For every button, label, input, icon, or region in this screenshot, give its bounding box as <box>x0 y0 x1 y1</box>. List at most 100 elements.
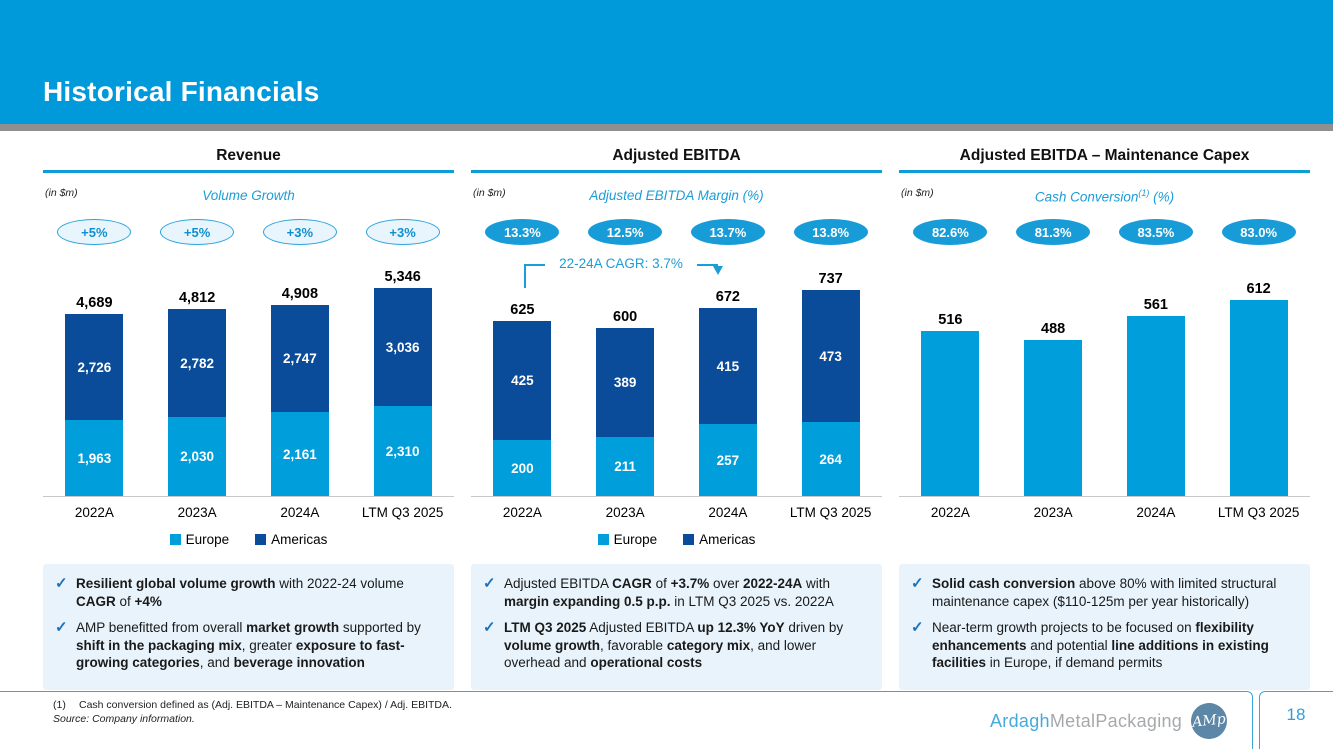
metric-badge: +3% <box>262 219 337 245</box>
legend-swatch <box>169 533 181 545</box>
x-tick-label: 2022A <box>74 505 114 520</box>
checkmark-icon: ✓ <box>483 619 496 637</box>
legend-swatch <box>683 533 695 545</box>
unit-label: (in $m) <box>473 187 506 199</box>
bar-total-label: 612 <box>1246 281 1271 297</box>
x-axis <box>43 496 454 497</box>
header-divider <box>0 124 1333 131</box>
metric-badge: 83.0% <box>1221 219 1296 245</box>
legend-item-europe: Europe <box>169 530 229 548</box>
section-title-capex: Adjusted EBITDA – Maintenance Capex <box>959 147 1250 164</box>
bar-group: 5,346 3,036 2,310 <box>351 269 454 496</box>
unit-label: (in $m) <box>45 187 78 199</box>
segment-value-label: 415 <box>716 358 740 374</box>
bar: 2,782 2,030 <box>168 309 227 496</box>
bar-group: 4,812 2,782 2,030 <box>146 278 249 496</box>
chart-legend: Europe Americas <box>471 530 882 548</box>
cagr-label: 22-24A CAGR: 3.7% <box>544 256 698 272</box>
note-bullet: ✓ AMP benefitted from overall market grow… <box>53 619 442 672</box>
segment-value-label: 257 <box>716 452 740 468</box>
bar-group: 737 473 264 <box>779 271 882 496</box>
segment-value-label: 200 <box>511 460 534 476</box>
bar-segment-europe: 257 <box>698 424 757 496</box>
bar-group: 612 <box>1207 278 1310 496</box>
bar-group: 488 <box>1002 278 1105 496</box>
note-text: Resilient global volume growth with 2022… <box>76 576 404 609</box>
bar-segment-americas: 3,036 <box>373 288 432 406</box>
slide-title: Historical Financials <box>43 76 320 107</box>
legend-item-americas: Americas <box>683 530 755 548</box>
note-text: LTM Q3 2025 Adjusted EBITDA up 12.3% YoY… <box>504 620 844 671</box>
metric-badge: 82.6% <box>913 219 988 245</box>
segment-value-label: 389 <box>613 375 637 390</box>
bar-segment-europe: 200 <box>493 440 552 496</box>
ebitda-margin-badges: 13.3% 12.5% 13.7% 13.8% <box>471 218 882 246</box>
checkmark-icon: ✓ <box>911 575 924 592</box>
bar-total-label: 672 <box>715 289 740 305</box>
bar-segment-europe: 211 <box>596 437 655 496</box>
chart-meta: (in $m) Cash Conversion(1) (%) <box>899 181 1310 213</box>
title-underline <box>43 170 454 173</box>
x-axis-labels: 2022A 2023A 2024A LTM Q3 2025 <box>471 505 882 522</box>
metric-badge: 13.8% <box>793 219 868 245</box>
section-title-ebitda: Adjusted EBITDA <box>612 147 741 164</box>
unit-label: (in $m) <box>901 187 934 199</box>
metric-badge: 12.5% <box>588 219 663 245</box>
ebitda-notes: ✓ Adjusted EBITDA CAGR of +3.7% over 2022… <box>471 564 882 690</box>
bar-total-label: 516 <box>938 312 963 328</box>
bar-segment-adjusted-ebitda-less-maintenance-capex <box>1024 340 1083 496</box>
bar-segment-americas: 2,782 <box>168 309 227 417</box>
x-tick-label: 2024A <box>1136 505 1176 520</box>
bar-segment-americas: 473 <box>801 290 860 422</box>
bar-group: 672 415 257 <box>677 278 780 496</box>
footer-box <box>0 691 1253 749</box>
footnote: (1) Cash conversion defined as (Adj. EBIT… <box>53 699 452 711</box>
chart-meta: (in $m) Adjusted EBITDA Margin (%) <box>471 181 882 213</box>
bar: 2,747 2,161 <box>270 305 329 496</box>
note-text: AMP benefitted from overall market growt… <box>76 620 421 671</box>
footnote-text: Cash conversion defined as (Adj. EBITDA … <box>79 699 452 711</box>
metric-badge: 81.3% <box>1016 219 1091 245</box>
amp-monogram-icon: AMp <box>1189 701 1229 741</box>
logo-wordmark: ArdaghMetalPackaging <box>990 710 1183 731</box>
metric-badge: 13.7% <box>690 219 765 245</box>
capex-chart: 516 488 561 612 <box>899 278 1310 496</box>
page-number-box <box>1259 691 1333 749</box>
note-bullet: ✓ LTM Q3 2025 Adjusted EBITDA up 12.3% Yo… <box>481 619 870 672</box>
note-bullet: ✓ Adjusted EBITDA CAGR of +3.7% over 2022… <box>481 575 870 610</box>
title-underline <box>471 170 882 173</box>
bar-segment-adjusted-ebitda-less-maintenance-capex <box>1229 300 1288 496</box>
checkmark-icon: ✓ <box>55 619 68 637</box>
panel-revenue: Revenue (in $m) Volume Growth +5% +5% +3% +… <box>43 147 454 690</box>
bar: 2,726 1,963 <box>65 314 124 496</box>
bar: 473 264 <box>801 290 860 496</box>
x-tick-label: 2022A <box>502 505 542 520</box>
checkmark-icon: ✓ <box>55 575 68 592</box>
metric-badge: 83.5% <box>1118 219 1193 245</box>
bar-total-label: 488 <box>1041 321 1066 337</box>
x-axis-labels: 2022A 2023A 2024A LTM Q3 2025 <box>43 505 454 522</box>
capex-notes: ✓ Solid cash conversion above 80% with li… <box>899 564 1310 690</box>
segment-value-label: 211 <box>614 459 637 474</box>
legend-item-europe: Europe <box>597 530 657 548</box>
page-number: 18 <box>1286 705 1306 724</box>
bar <box>1229 300 1288 496</box>
segment-value-label: 2,310 <box>385 443 420 459</box>
x-tick-label: 2024A <box>280 505 320 520</box>
bar <box>1024 340 1083 496</box>
x-tick-label: 2023A <box>1033 505 1073 520</box>
x-axis <box>471 496 882 497</box>
bar-segment-americas: 415 <box>698 308 757 424</box>
segment-value-label: 473 <box>819 348 842 364</box>
segment-value-label: 425 <box>511 373 534 388</box>
segment-value-label: 2,726 <box>77 359 112 375</box>
chart-subtitle: Volume Growth <box>202 188 295 203</box>
metric-badge: +3% <box>365 219 440 245</box>
bar-segment-americas: 2,726 <box>65 314 124 420</box>
bar-segment-americas: 389 <box>596 328 655 437</box>
metric-badge: +5% <box>160 219 235 245</box>
note-bullet: ✓ Near-term growth projects to be focused… <box>909 619 1298 672</box>
ebitda-chart: 22-24A CAGR: 3.7% 625 425 200 600 389 211 672 4… <box>471 256 882 496</box>
revenue-chart: 4,689 2,726 1,963 4,812 2,782 2,030 4,908 2,747… <box>43 269 454 496</box>
bar-segment-americas: 425 <box>493 321 552 440</box>
